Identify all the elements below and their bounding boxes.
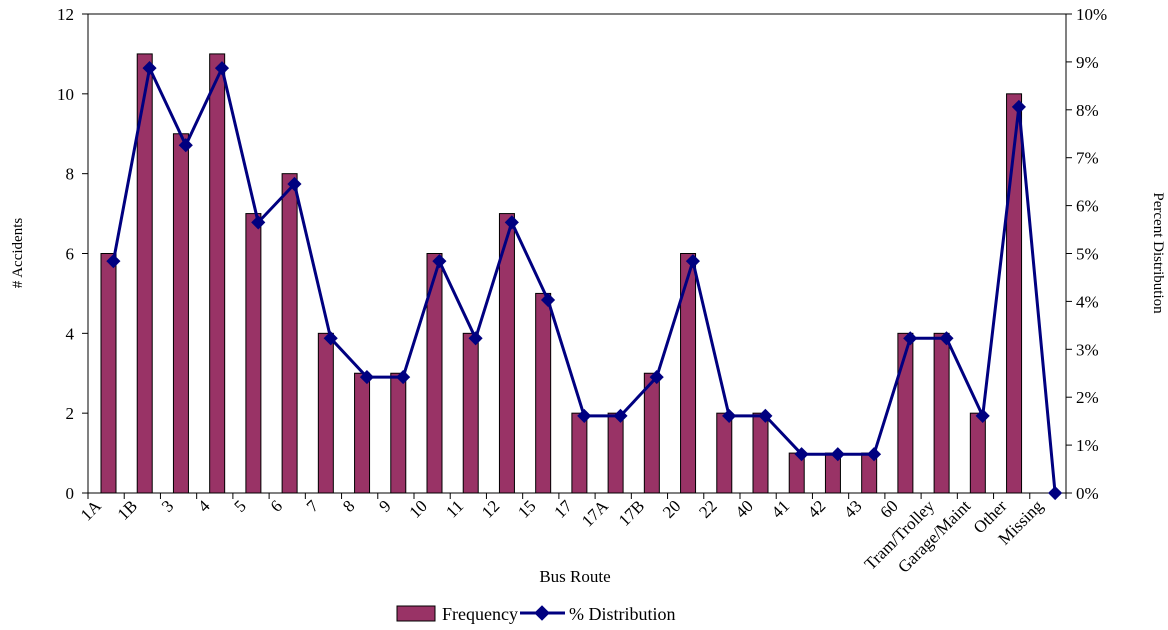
distribution-point-20 <box>685 254 701 269</box>
distribution-point-11 <box>468 331 483 346</box>
x-tick-label: 22 <box>695 496 720 521</box>
x-axis-ticks: 1A 1B 3 4 5 6 7 8 9 10 11 12 15 17 17A 17B 20 22 40 41 42 43 6… <box>77 493 1067 577</box>
x-axis-title: Bus Route <box>539 567 610 586</box>
y-axis-ticks: 0 2 4 6 8 10 12 <box>57 5 88 503</box>
bar-garage-maint <box>969 412 986 494</box>
x-tick-label: 1B <box>114 496 141 523</box>
distribution-point-41 <box>794 447 809 462</box>
y-tick-label: 10 <box>57 85 74 104</box>
y2-tick-label: 6% <box>1076 197 1099 216</box>
y-tick-label: 2 <box>66 404 75 423</box>
distribution-point-missing <box>1048 485 1063 501</box>
distribution-point-7 <box>323 331 338 346</box>
distribution-point-3 <box>178 138 193 153</box>
x-tick-label: 43 <box>840 496 865 521</box>
bar-22 <box>716 412 733 494</box>
y2-axis-title: Percent Distribution <box>1150 192 1166 314</box>
y2-tick-label: 8% <box>1076 101 1099 120</box>
x-tick-label: 8 <box>339 496 358 515</box>
y-tick-label: 0 <box>66 484 75 503</box>
distribution-point-4 <box>214 61 230 76</box>
y2-tick-label: 9% <box>1076 53 1099 72</box>
x-tick-label: 3 <box>158 496 177 515</box>
distribution-point-garage-maint <box>975 408 990 423</box>
x-tick-label: 1A <box>77 496 106 525</box>
distribution-point-1b <box>142 61 157 76</box>
bar-4 <box>209 53 226 494</box>
y2-tick-label: 2% <box>1076 388 1099 407</box>
y2-tick-label: 3% <box>1076 340 1099 359</box>
bar-9 <box>390 372 407 494</box>
x-tick-label: 17B <box>615 496 648 529</box>
bar-7 <box>317 332 334 494</box>
distribution-point-43 <box>866 447 882 462</box>
x-tick-label: 7 <box>303 496 323 516</box>
y2-tick-label: 5% <box>1076 245 1099 264</box>
legend-frequency-label: Frequency <box>442 604 518 624</box>
bars <box>100 53 1023 494</box>
distribution-point-9 <box>396 370 411 385</box>
x-tick-label: 41 <box>768 496 793 521</box>
distribution-point-22 <box>722 408 737 423</box>
y-tick-label: 6 <box>66 245 75 264</box>
x-tick-label: 10 <box>405 496 430 521</box>
bar-17b <box>643 372 660 494</box>
x-tick-label: 11 <box>442 496 467 521</box>
y2-axis-ticks: 0% 1% 2% 3% 4% 5% 6% 7% 8% 9% 10% <box>1066 5 1107 503</box>
x-tick-label: 17A <box>578 496 613 531</box>
legend: Frequency % Distribution <box>396 604 676 624</box>
y2-tick-label: 10% <box>1076 5 1107 24</box>
y-tick-label: 12 <box>57 5 74 24</box>
bar-tram-trolley <box>933 332 950 494</box>
distribution-point-17b <box>649 370 664 385</box>
distribution-point-60 <box>903 331 918 346</box>
distribution-point-15 <box>540 292 556 308</box>
y2-tick-label: 4% <box>1076 292 1099 311</box>
bar-1a <box>100 253 117 494</box>
x-tick-label: 9 <box>375 496 394 515</box>
bar-11 <box>462 332 479 494</box>
x-tick-label: 42 <box>804 496 829 521</box>
bar-15 <box>535 292 552 494</box>
y2-tick-label: 7% <box>1076 149 1099 168</box>
legend-distribution-label: % Distribution <box>569 604 676 624</box>
bar-8 <box>354 372 371 494</box>
x-tick-label: 17 <box>550 496 576 522</box>
legend-frequency-swatch <box>396 605 436 622</box>
y-tick-label: 4 <box>66 324 75 343</box>
bar-17a <box>607 412 624 494</box>
bar-5 <box>245 213 262 494</box>
y-axis-title: # Accidents <box>10 218 26 289</box>
legend-distribution-marker <box>534 605 550 621</box>
distribution-point-tram-trolley <box>939 331 954 346</box>
x-tick-label: 40 <box>731 496 756 521</box>
x-tick-label: 6 <box>267 496 286 515</box>
x-tick-label: 4 <box>194 496 214 516</box>
x-tick-label: 15 <box>514 496 539 521</box>
distribution-point-8 <box>359 370 374 385</box>
x-tick-label: 12 <box>478 496 503 521</box>
x-tick-label: 20 <box>659 496 684 521</box>
y-tick-label: 8 <box>66 165 75 184</box>
bar-40 <box>752 412 769 494</box>
distribution-point-10 <box>432 254 447 269</box>
y2-tick-label: 1% <box>1076 436 1099 455</box>
bar-17 <box>571 412 588 494</box>
bar-6 <box>281 173 298 494</box>
distribution-point-17a <box>613 408 628 423</box>
x-tick-label: 5 <box>230 496 249 515</box>
x-tick-label: 60 <box>876 496 901 521</box>
bar-3 <box>172 133 189 494</box>
y2-tick-label: 0% <box>1076 484 1099 503</box>
